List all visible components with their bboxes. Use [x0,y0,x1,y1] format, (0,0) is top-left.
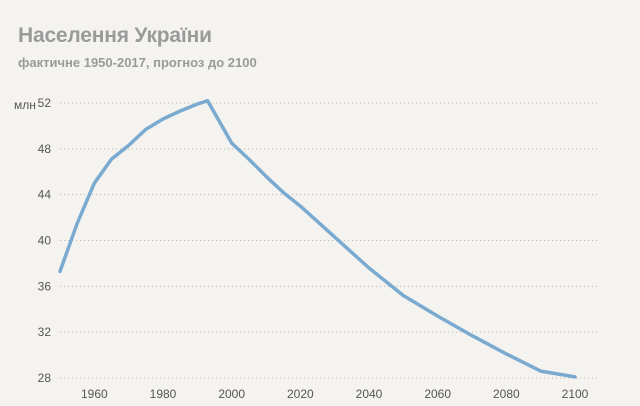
chart-title: Населення України [18,24,212,47]
y-tick-label: 36 [38,279,52,293]
x-axis-ticks: 1960 1980 2000 2020 2040 2060 2080 2100 [81,387,589,401]
x-tick-label: 1960 [81,387,108,401]
x-tick-label: 2060 [424,387,451,401]
y-axis-ticks: 28 32 36 40 44 48 52 [38,96,52,385]
x-tick-label: 2040 [356,387,383,401]
y-tick-label: 28 [38,371,52,385]
x-tick-label: 2080 [493,387,520,401]
y-tick-label: 48 [38,142,52,156]
population-line [58,98,577,379]
x-tick-label: 1980 [150,387,177,401]
x-tick-label: 2100 [562,387,589,401]
y-tick-label: 40 [38,234,52,248]
y-tick-label: 32 [38,325,52,339]
x-tick-label: 2000 [218,387,245,401]
x-tick-label: 2020 [287,387,314,401]
chart-subtitle: фактичне 1950-2017, прогноз до 2100 [18,55,257,70]
y-tick-label: 44 [38,188,52,202]
grid-lines [60,102,597,379]
y-tick-label: 52 [38,96,52,110]
y-axis-unit-label: млн [14,98,36,112]
